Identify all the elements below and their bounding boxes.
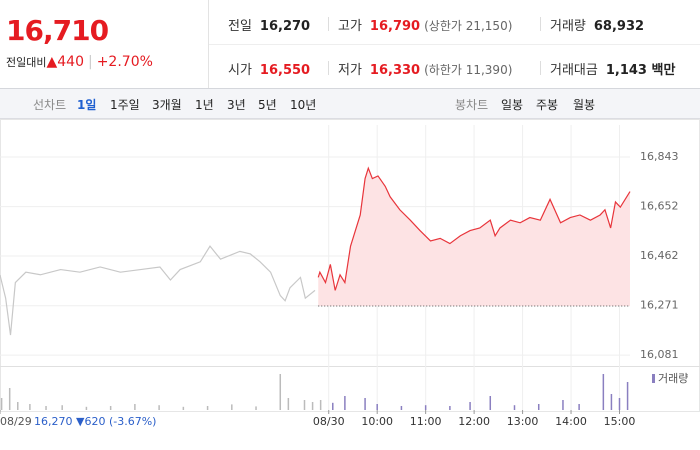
quote-cell: 거래대금 1,143 백만 <box>550 59 675 78</box>
cell-value: 1,143 백만 <box>605 63 676 78</box>
quote-cell: 저가 16,330 (하한가 11,390) <box>338 59 512 78</box>
tab-group-label: 선차트 <box>33 98 67 112</box>
change-label: 전일대비 <box>6 56 47 69</box>
cell-label: 저가 <box>338 63 362 78</box>
quote-header: 16,710 전일대비▲440 | +2.70% 전일 16,270 고가 16,790(… <box>0 0 700 89</box>
price-line <box>0 245 316 336</box>
cell-value: 16,270 <box>259 19 311 34</box>
cell-label: 거래대금 <box>550 63 598 78</box>
x-tick-label: 10:00 <box>361 415 393 428</box>
cell-value: 16,790 <box>369 19 421 34</box>
prev-day-summary: 16,270 ▼620 (-3.67%) <box>34 415 156 428</box>
x-tick-label: 08/29 <box>0 415 32 428</box>
cell-divider <box>540 61 541 75</box>
candle-tab[interactable]: 일봉 <box>501 98 524 112</box>
x-tick-label: 13:00 <box>507 415 539 428</box>
current-price: 16,710 <box>6 14 109 47</box>
cell-divider <box>328 61 329 75</box>
cell-value: 16,550 <box>259 63 311 78</box>
x-tick-label: 11:00 <box>410 415 442 428</box>
cell-divider <box>328 17 329 31</box>
cell-label: 전일 <box>228 19 252 34</box>
x-tick-label: 08/30 <box>313 415 345 428</box>
candle-tab[interactable]: 주봉 <box>536 98 559 112</box>
price-line <box>317 166 631 291</box>
quote-cell: 시가 16,550 <box>228 59 310 78</box>
quote-cell: 전일 16,270 <box>228 15 310 34</box>
cell-label: 시가 <box>228 63 252 78</box>
period-tab[interactable]: 5년 <box>258 98 277 112</box>
change-pct: +2.70% <box>96 54 153 70</box>
candle-tab[interactable]: 월봉 <box>573 98 596 112</box>
area-fill <box>318 168 630 306</box>
quote-cell: 거래량 68,932 <box>550 15 644 34</box>
cell-label: 고가 <box>338 19 362 34</box>
period-tab[interactable]: 3년 <box>227 98 246 112</box>
period-tab[interactable]: 1일 <box>77 98 97 112</box>
cell-value: 68,932 <box>593 19 645 34</box>
x-tick-label: 14:00 <box>555 415 587 428</box>
cell-sub: (상한가 21,150) <box>424 19 513 33</box>
y-tick-label: 16,081 <box>640 348 679 361</box>
tab-bar: 선차트 봉차트 1일 1주일 3개월 1년 3년 5년 10년 일봉 주봉 월봉 <box>0 89 700 119</box>
y-tick-label: 16,271 <box>640 299 679 312</box>
x-tick-label: 15:00 <box>604 415 636 428</box>
y-tick-label: 16,462 <box>640 249 679 262</box>
change: ▲440 <box>46 54 84 70</box>
price-panel: 16,710 전일대비▲440 | +2.70% <box>0 0 209 88</box>
period-tab[interactable]: 1년 <box>195 98 214 112</box>
cell-label: 거래량 <box>550 19 586 34</box>
y-tick-label: 16,652 <box>640 200 679 213</box>
legend-swatch <box>652 374 655 383</box>
cell-sub: (하한가 11,390) <box>424 63 513 77</box>
period-tab[interactable]: 10년 <box>290 98 317 112</box>
quote-cell: 고가 16,790 (상한가 21,150) <box>338 15 512 34</box>
y-tick-label: 16,843 <box>640 150 679 163</box>
cell-value: 16,330 <box>369 63 421 78</box>
tab-group-label: 봉차트 <box>455 98 489 112</box>
change-row: 전일대비▲440 | +2.70% <box>6 54 153 70</box>
period-tab[interactable]: 3개월 <box>152 98 182 112</box>
period-tab[interactable]: 1주일 <box>110 98 140 112</box>
x-tick-label: 12:00 <box>458 415 490 428</box>
legend-label: 거래량 <box>658 372 688 385</box>
cell-divider <box>540 17 541 31</box>
